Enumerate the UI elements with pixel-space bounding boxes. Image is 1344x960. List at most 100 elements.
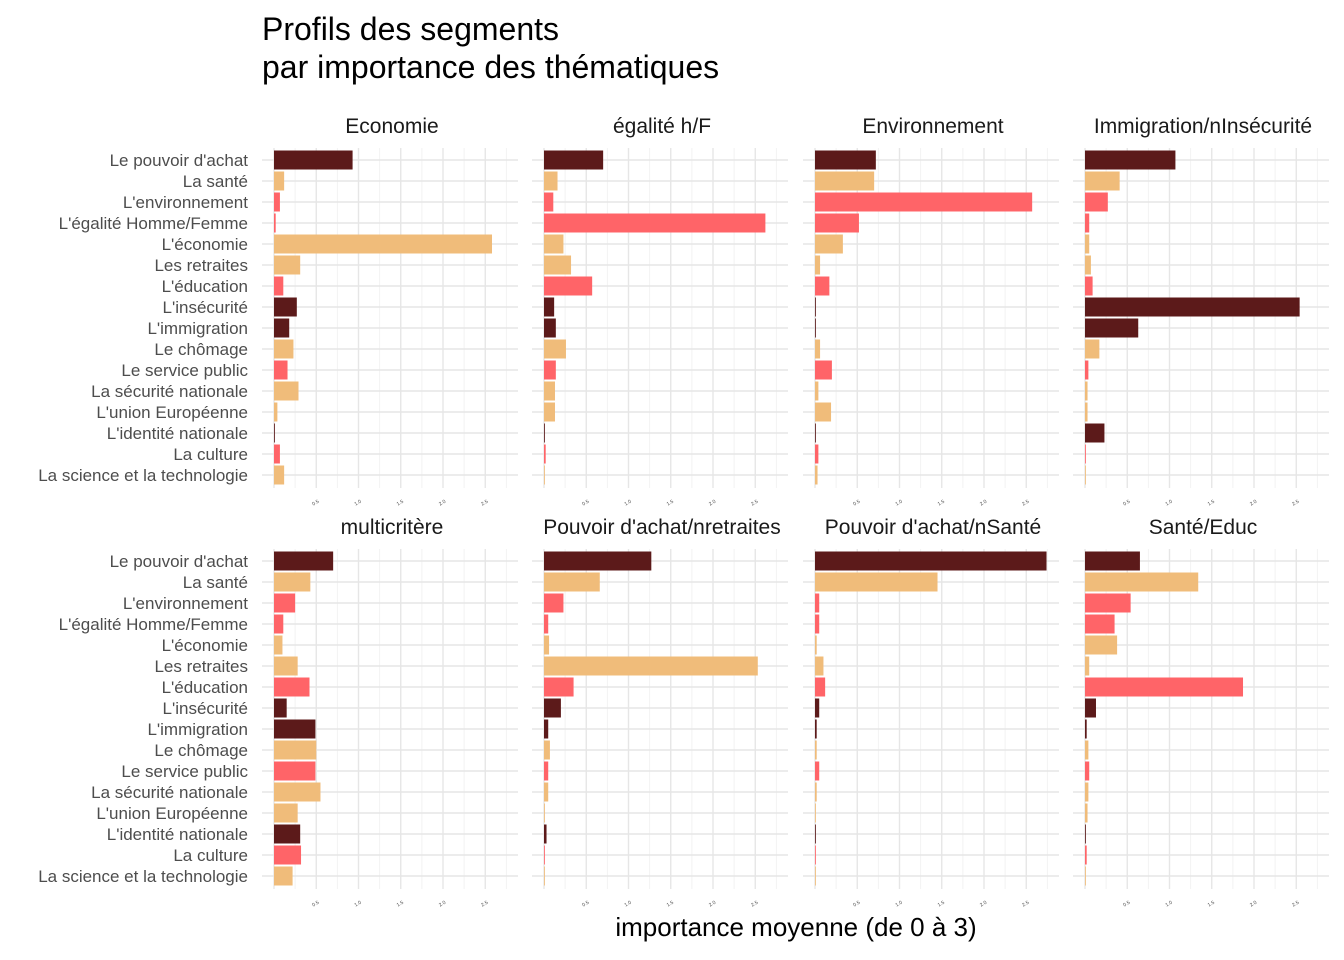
bar	[815, 444, 819, 464]
bar	[1085, 318, 1139, 338]
bar	[544, 339, 566, 359]
y-tick-label: L'immigration	[147, 319, 248, 338]
x-tick-label: 1.5	[396, 900, 405, 909]
y-tick-label: La sécurité nationale	[91, 783, 248, 802]
facet-panel: Immigration/nInsécurité 0.5 1.0 1.5 2.0 2.5	[1073, 115, 1329, 507]
x-tick-label: 1.0	[1164, 900, 1173, 909]
bar	[815, 297, 816, 317]
y-tick-label: L'union Européenne	[96, 804, 248, 823]
x-axis-title: importance moyenne (de 0 à 3)	[615, 912, 977, 942]
bar	[1085, 339, 1100, 359]
bar	[1085, 761, 1090, 781]
bar	[815, 213, 859, 233]
bar	[274, 234, 493, 254]
facet-panel: Santé/Educ 0.5 1.0 1.5 2.0 2.5	[1073, 516, 1329, 908]
x-tick-label: 2.5	[1291, 900, 1300, 909]
facet-label: Economie	[345, 115, 438, 138]
y-tick-label: L'économie	[162, 235, 248, 254]
chart-title-line-2: par importance des thématiques	[262, 49, 720, 85]
facet-label: Pouvoir d'achat/nretraites	[543, 516, 780, 539]
x-tick-label: 0.5	[852, 900, 861, 909]
y-tick-label: Les retraites	[154, 256, 248, 275]
x-tick-label: 1.0	[623, 499, 632, 508]
bar	[544, 572, 600, 592]
y-tick-label: La santé	[183, 172, 248, 191]
bar	[274, 381, 299, 401]
bar	[274, 845, 302, 865]
y-tick-label: L'économie	[162, 636, 248, 655]
bar	[815, 824, 816, 844]
bar	[815, 339, 821, 359]
bar	[274, 339, 294, 359]
x-tick-label: 1.0	[353, 499, 362, 508]
x-tick-label: 1.0	[894, 900, 903, 909]
bar	[274, 803, 298, 823]
x-tick-label: 2.0	[1249, 900, 1258, 909]
bar	[1085, 360, 1089, 380]
bar	[544, 318, 556, 338]
bar	[1085, 614, 1115, 634]
bar	[1085, 593, 1131, 613]
bar	[1085, 150, 1176, 170]
bar	[274, 192, 280, 212]
y-tick-label: La sécurité nationale	[91, 382, 248, 401]
bar	[274, 551, 334, 571]
bar	[1085, 402, 1088, 422]
bar	[1085, 635, 1118, 655]
bar	[544, 444, 546, 464]
facet-panel: Environnement 0.5 1.0 1.5 2.0 2.5	[803, 115, 1059, 507]
bar	[815, 656, 824, 676]
bar	[544, 551, 652, 571]
bar	[1085, 551, 1140, 571]
bar	[1085, 845, 1087, 865]
x-tick-label: 0.5	[311, 499, 320, 508]
bar	[274, 402, 278, 422]
y-tick-label: L'immigration	[147, 720, 248, 739]
bar	[1085, 740, 1089, 760]
bar	[815, 719, 817, 739]
x-tick-label: 0.5	[581, 900, 590, 909]
bar	[274, 761, 316, 781]
y-tick-label: L'insécurité	[163, 699, 248, 718]
bar	[815, 635, 817, 655]
x-tick-label: 1.5	[1207, 900, 1216, 909]
bar	[274, 782, 321, 802]
bar	[544, 402, 555, 422]
x-tick-label: 1.5	[666, 900, 675, 909]
bar	[544, 150, 604, 170]
x-tick-label: 2.5	[1291, 499, 1300, 508]
y-tick-label: La science et la technologie	[38, 867, 248, 886]
bar	[544, 803, 545, 823]
bar	[274, 150, 353, 170]
x-tick-label: 2.0	[438, 900, 447, 909]
bar	[544, 677, 574, 697]
facet-panel: Economie 0.5 1.0 1.5 2.0 2.5 Le pouvoir d'acha…	[38, 115, 518, 507]
bar	[1085, 866, 1086, 886]
bar	[274, 698, 287, 718]
y-tick-label: Le pouvoir d'achat	[110, 552, 249, 571]
bar	[274, 255, 301, 275]
bar	[1085, 423, 1105, 443]
x-tick-label: 2.5	[480, 900, 489, 909]
x-tick-label: 0.5	[852, 499, 861, 508]
y-tick-label: L'environnement	[123, 193, 248, 212]
x-tick-label: 2.0	[708, 499, 717, 508]
bar	[544, 423, 545, 443]
bar	[544, 213, 766, 233]
x-tick-label: 2.5	[480, 499, 489, 508]
bar	[1085, 255, 1091, 275]
x-tick-label: 2.0	[1249, 499, 1258, 508]
bar	[274, 593, 296, 613]
bar	[1085, 803, 1088, 823]
bar	[1085, 719, 1087, 739]
bar	[274, 614, 284, 634]
bar	[815, 677, 826, 697]
bar	[274, 656, 298, 676]
bar	[1085, 213, 1090, 233]
x-tick-label: 2.5	[750, 499, 759, 508]
bar	[544, 255, 572, 275]
x-tick-label: 0.5	[311, 900, 320, 909]
bar	[815, 192, 1033, 212]
x-tick-label: 2.0	[438, 499, 447, 508]
